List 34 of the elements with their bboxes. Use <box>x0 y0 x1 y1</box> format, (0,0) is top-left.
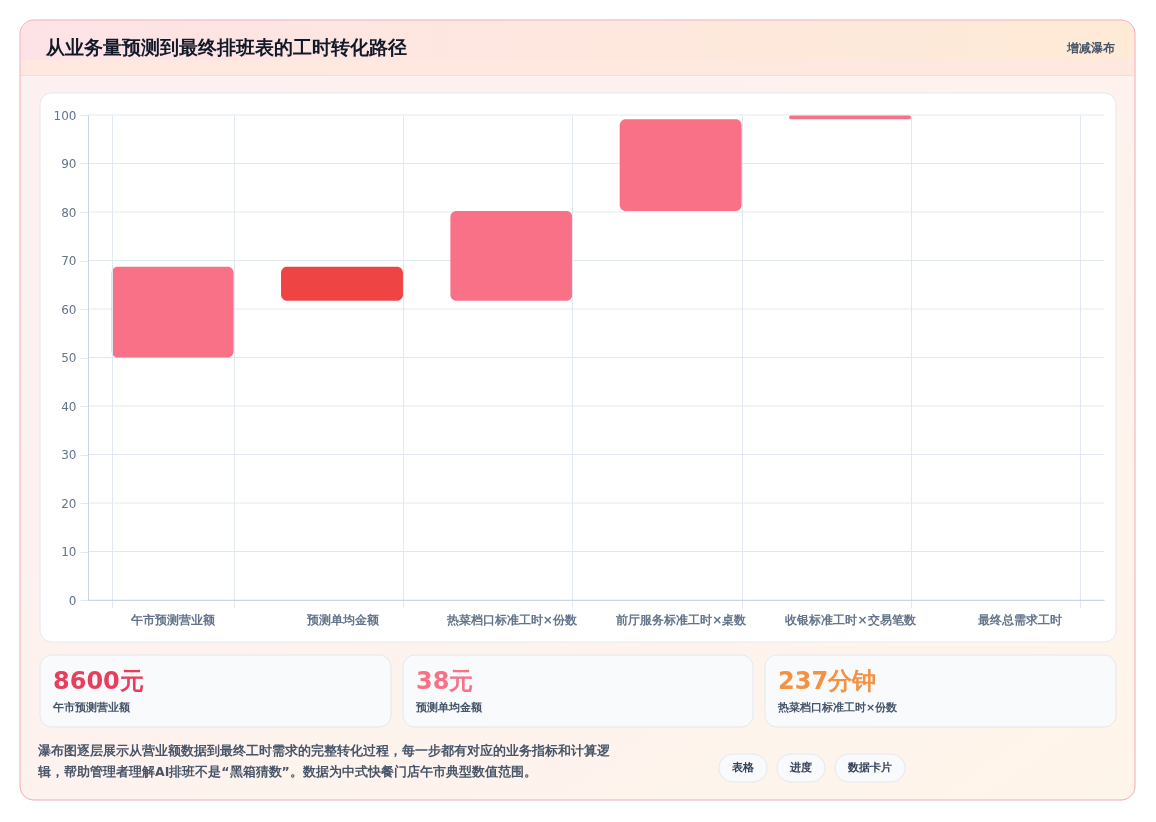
y-tick-label: 30 <box>61 448 77 462</box>
y-tick-label: 50 <box>61 351 77 365</box>
text: 38元 <box>416 667 474 695</box>
bar <box>789 115 911 120</box>
y-tick-label: 20 <box>61 496 77 511</box>
y-tick-label: 70 <box>61 254 77 268</box>
y-tick-label: 60 <box>61 302 77 317</box>
text: 8600元 <box>53 667 144 695</box>
x-tick-label: 午市预测营业额 <box>130 612 217 627</box>
text: 瀑布图逐层展示从营业额数据到最终工时需求的完整转化过程，每一步都有对应的业务指标和计算逻辑，帮助管理者理解AI排班不是“黑箱猜数”。数据为中式快餐门店午市典型数值范围。 <box>37 743 610 779</box>
text: 午市预测营业额 <box>52 701 131 714</box>
text: 数据卡片 <box>847 761 892 774</box>
y-tick-label: 0 <box>68 593 77 608</box>
text: 表格 <box>731 761 755 774</box>
text: 237分钟 <box>778 667 877 695</box>
bar <box>281 266 403 301</box>
x-tick-label: 最终总需求工时 <box>976 612 1062 627</box>
y-tick-label: 10 <box>61 545 77 559</box>
x-tick-label: 前厅服务标准工时×桌数 <box>615 612 748 627</box>
x-tick-label: 热菜档口标准工时×份数 <box>445 612 578 627</box>
y-tick-label: 100 <box>53 108 77 123</box>
y-tick-label: 90 <box>61 157 77 171</box>
bar <box>450 211 573 301</box>
chart-subtitle: 增减瀑布 <box>1066 41 1115 55</box>
chart-title: 从业务量预测到最终排班表的工时转化路径 <box>45 36 407 58</box>
bar <box>619 119 742 212</box>
y-tick-label: 80 <box>61 205 77 220</box>
text: 预测单均金额 <box>415 701 483 714</box>
y-tick-label: 40 <box>61 399 77 414</box>
text: 热菜档口标准工时×份数 <box>777 701 899 714</box>
x-tick-label: 收银标准工时×交易笔数 <box>785 612 917 627</box>
bar <box>111 266 234 358</box>
text: 进度 <box>789 761 812 774</box>
x-tick-label: 预测单均金额 <box>305 612 380 627</box>
